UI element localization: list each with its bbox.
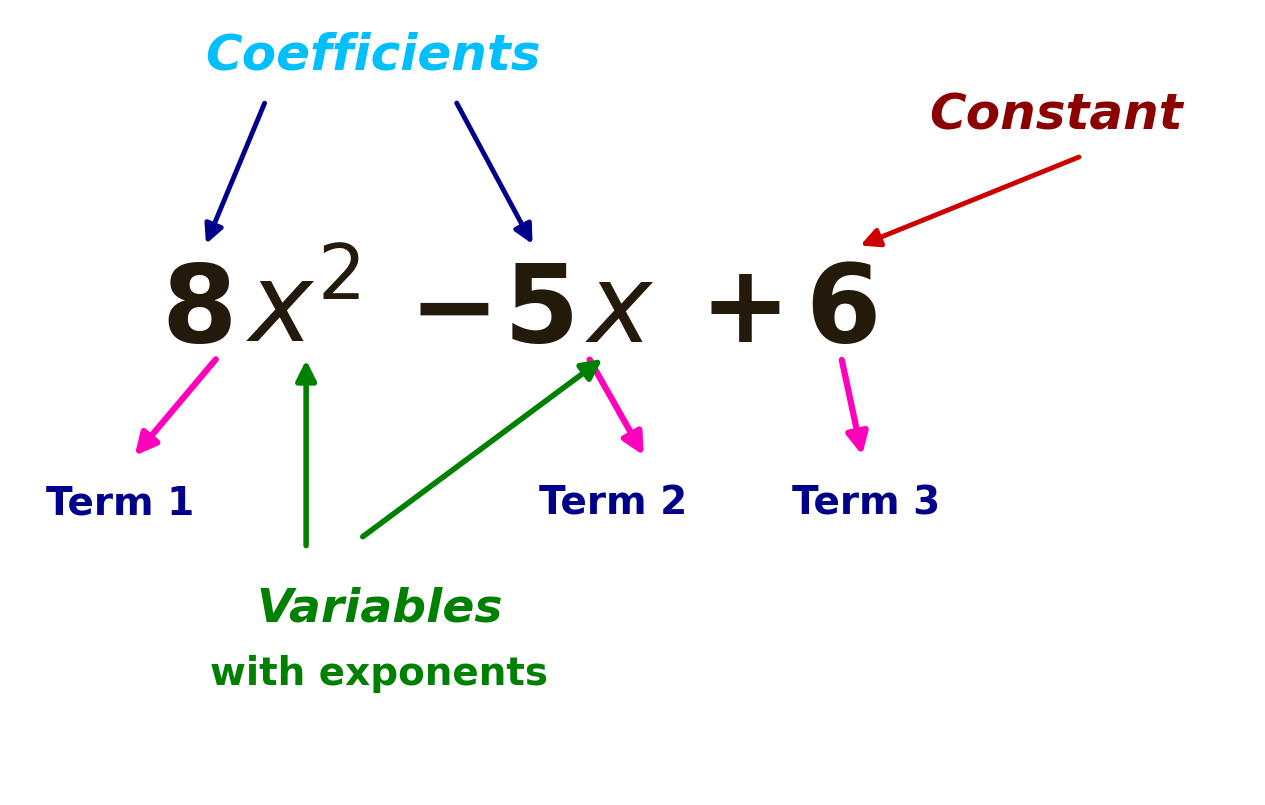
Text: Constant: Constant [930,92,1183,140]
Text: Term 3: Term 3 [792,484,941,522]
Text: $x^2$: $x^2$ [247,259,361,365]
Text: Coefficients: Coefficients [205,31,541,80]
Text: $\mathbf{+}$: $\mathbf{+}$ [700,259,781,365]
Text: Variables: Variables [257,586,502,631]
Text: $\mathbf{5}$: $\mathbf{5}$ [502,259,573,365]
Text: Term 1: Term 1 [46,484,195,522]
Text: $\mathbf{-}$: $\mathbf{-}$ [409,259,490,365]
Text: with exponents: with exponents [210,655,549,693]
Text: $\mathbf{8}$: $\mathbf{8}$ [161,259,231,365]
Text: $x$: $x$ [584,259,655,365]
Text: Term 2: Term 2 [539,484,688,522]
Text: $\mathbf{6}$: $\mathbf{6}$ [806,259,877,365]
